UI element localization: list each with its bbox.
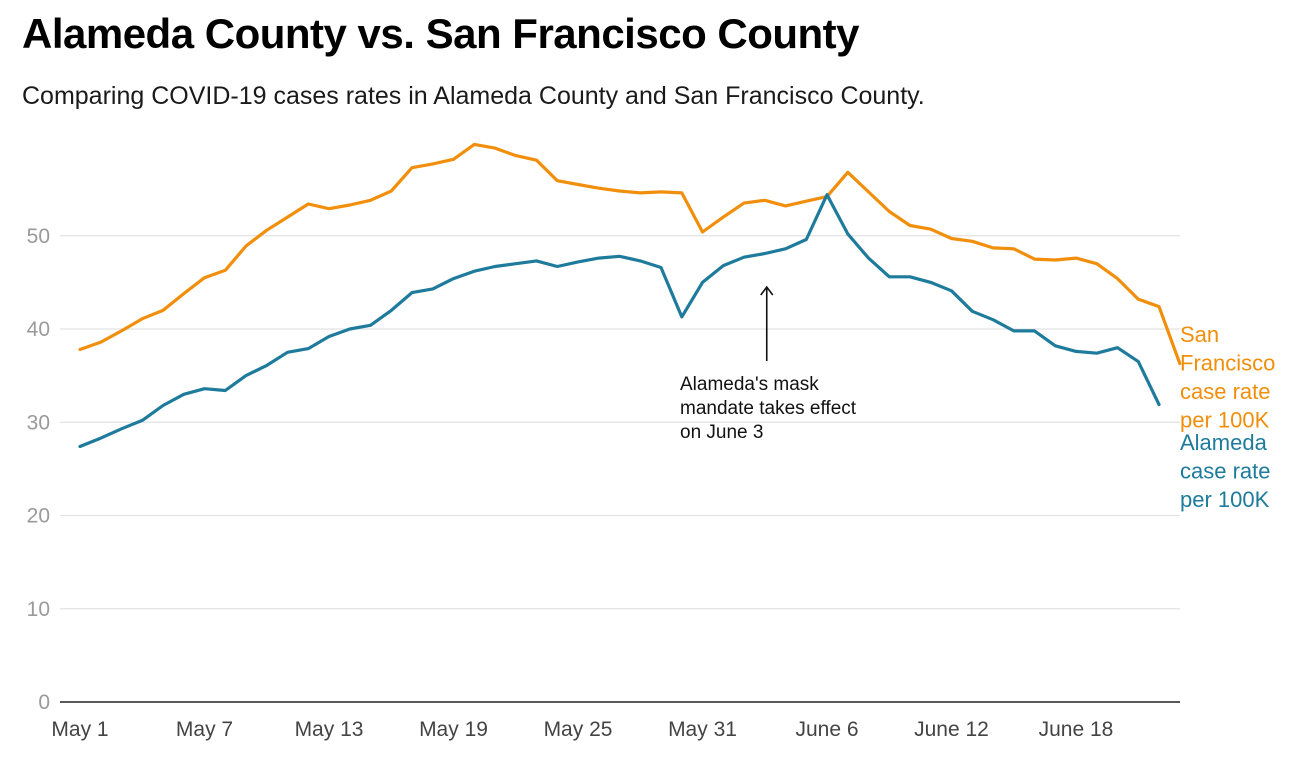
annotation-line: mandate takes effect xyxy=(680,398,857,419)
x-axis-ticks: May 1 May 7 May 13 May 19 May 25 May 31 June 6… xyxy=(51,718,1113,741)
y-tick-label: 30 xyxy=(27,411,50,434)
y-tick-label: 50 xyxy=(27,225,50,248)
y-tick-label: 0 xyxy=(38,691,50,714)
gridlines xyxy=(60,236,1180,702)
series-label-line: per 100K xyxy=(1180,408,1270,433)
annotation-line: on June 3 xyxy=(680,422,763,443)
x-tick-label: June 12 xyxy=(914,718,989,741)
x-tick-label: May 25 xyxy=(544,718,613,741)
x-tick-label: May 19 xyxy=(419,718,488,741)
y-tick-label: 20 xyxy=(27,505,50,528)
annotation-line: Alameda's mask xyxy=(680,374,819,395)
x-tick-label: May 13 xyxy=(295,718,364,741)
x-tick-label: May 7 xyxy=(176,718,233,741)
x-tick-label: May 31 xyxy=(668,718,737,741)
x-tick-label: June 18 xyxy=(1039,718,1114,741)
series-label-line: San xyxy=(1180,322,1219,347)
line-chart: 0 10 20 30 40 50 May 1 May 7 May 13 May 19 May 25… xyxy=(0,0,1300,760)
series-lines xyxy=(80,144,1180,446)
series-label-line: case rate xyxy=(1180,379,1271,404)
series-label-line: per 100K xyxy=(1180,487,1270,512)
series-label-alameda: Alameda case rate per 100K xyxy=(1180,430,1271,512)
annotation-text: Alameda's mask mandate takes effect on Jun… xyxy=(680,374,857,443)
y-axis-ticks: 0 10 20 30 40 50 xyxy=(27,225,50,714)
series-label-line: Alameda xyxy=(1180,430,1268,455)
series-label-line: case rate xyxy=(1180,459,1271,484)
x-tick-label: May 1 xyxy=(51,718,108,741)
x-tick-label: June 6 xyxy=(795,718,858,741)
y-tick-label: 40 xyxy=(27,318,50,341)
y-tick-label: 10 xyxy=(27,598,50,621)
series-label-san-francisco: San Francisco case rate per 100K xyxy=(1180,322,1275,433)
series-label-line: Francisco xyxy=(1180,351,1275,376)
series-line-alameda xyxy=(80,195,1159,447)
annotation: Alameda's mask mandate takes effect on Jun… xyxy=(680,287,857,443)
